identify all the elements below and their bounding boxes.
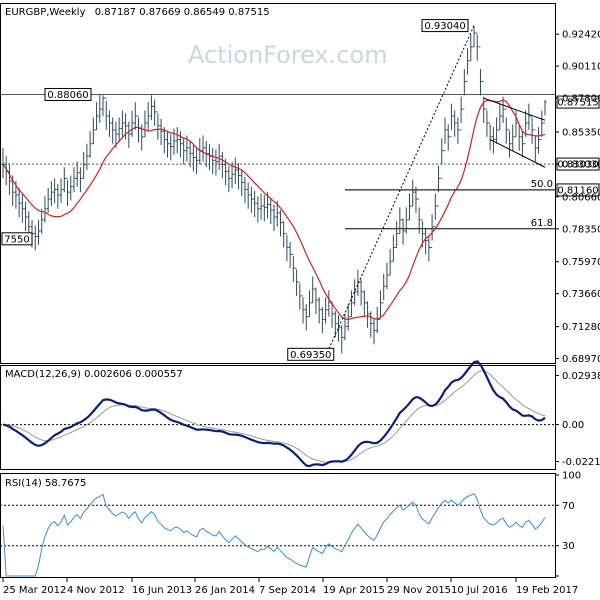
watermark: ActionForex.com bbox=[188, 41, 388, 69]
price-panel-frame bbox=[0, 3, 556, 364]
rsi-line bbox=[2, 493, 546, 577]
rsi-tick-label: 100 bbox=[562, 471, 581, 482]
label-0-8116-box bbox=[556, 183, 600, 197]
x-tick-label: 29 Nov 2015 bbox=[387, 585, 451, 596]
price-tick-label: 0.92420 bbox=[562, 30, 600, 41]
fib-618-label: 61.8 bbox=[531, 218, 553, 229]
label-0-8116: 0.81160 bbox=[557, 185, 598, 196]
macd-y-axis: 0.029387 0.00 -0.022161 bbox=[555, 371, 600, 468]
rsi-tick-label: 70 bbox=[562, 501, 575, 512]
macd-tick-label: -0.022161 bbox=[562, 457, 600, 468]
label-high-0-9304-box bbox=[421, 19, 469, 33]
label-last-price: 0.87515 bbox=[557, 98, 598, 109]
moving-average bbox=[2, 99, 546, 321]
symbol-label: EURGBP,Weekly bbox=[5, 7, 86, 18]
x-tick-label: 4 Nov 2012 bbox=[67, 585, 125, 596]
price-tick-label: 0.73660 bbox=[562, 289, 600, 300]
x-tick-label: 26 Jan 2014 bbox=[195, 585, 255, 596]
price-tick-label: 0.80660 bbox=[562, 192, 600, 203]
x-tick-label: 10 Jul 2016 bbox=[451, 585, 508, 596]
price-tick-label: 0.78350 bbox=[562, 224, 600, 235]
macd-tick-label: 0.00 bbox=[562, 420, 584, 431]
rsi-tick-label: 30 bbox=[562, 541, 575, 552]
rally-trendline bbox=[325, 25, 475, 357]
price-tick-label: 0.68970 bbox=[562, 354, 600, 365]
macd-panel-frame bbox=[0, 365, 556, 470]
label-0-8303: 0.83030 bbox=[557, 160, 598, 171]
x-tick-label: 19 Apr 2015 bbox=[323, 585, 385, 596]
price-levels: 50.0 61.8 bbox=[0, 93, 555, 230]
price-tick-label: 0.75970 bbox=[562, 257, 600, 268]
upper-wedge-line bbox=[483, 97, 546, 121]
x-tick-label: 16 Jun 2013 bbox=[132, 585, 192, 596]
label-left-7550-box bbox=[1, 232, 33, 246]
label-left-7550: 7550 bbox=[4, 234, 29, 245]
lower-wedge-line bbox=[489, 139, 546, 168]
price-tick-label: 0.71280 bbox=[562, 322, 600, 333]
x-tick-label: 25 Mar 2012 bbox=[3, 585, 66, 596]
fib-50-label: 50.0 bbox=[531, 179, 553, 190]
ohlc-label: 0.87187 0.87669 0.86549 0.87515 bbox=[95, 7, 270, 18]
price-y-axis: 0.92420 0.90110 0.87800 0.85350 0.83030 0.806… bbox=[555, 30, 600, 365]
macd-title: MACD(12,26,9) 0.002606 0.000557 bbox=[5, 369, 183, 380]
price-tick-label: 0.87800 bbox=[562, 94, 600, 105]
macd-line bbox=[2, 360, 546, 468]
ma-line bbox=[2, 99, 546, 321]
x-axis: 25 Mar 2012 4 Nov 2012 16 Jun 2013 26 Jan 2… bbox=[2, 578, 578, 596]
price-tick-label: 0.90110 bbox=[562, 62, 600, 73]
chart-title: EURGBP,Weekly 0.87187 0.87669 0.86549 0.… bbox=[5, 7, 270, 18]
price-tick-label: 0.83030 bbox=[562, 160, 600, 171]
label-0-8806-box bbox=[44, 87, 92, 101]
label-low-0-6935: 0.69350 bbox=[290, 350, 331, 361]
label-high-0-9304: 0.93040 bbox=[424, 21, 465, 32]
x-tick-label: 19 Feb 2017 bbox=[516, 585, 578, 596]
label-low-0-6935-box bbox=[287, 347, 335, 361]
macd-lines bbox=[0, 360, 555, 468]
price-labels: 0.93040 0.69350 7550 0.88060 0.87515 0.83030 0… bbox=[1, 19, 600, 361]
rsi-title: RSI(14) 58.7675 bbox=[5, 478, 86, 489]
label-last-price-box bbox=[556, 95, 600, 109]
price-bars bbox=[1, 25, 547, 354]
label-0-8806: 0.88060 bbox=[47, 90, 88, 101]
rsi-y-axis: 100 70 30 bbox=[555, 471, 581, 577]
rsi-lines bbox=[0, 493, 555, 577]
rsi-panel-frame bbox=[0, 473, 556, 578]
macd-tick-label: 0.029387 bbox=[562, 371, 600, 382]
x-tick-label: 7 Sep 2014 bbox=[259, 585, 316, 596]
trendlines bbox=[325, 25, 546, 357]
signal-line bbox=[2, 370, 546, 463]
price-tick-label: 0.85350 bbox=[562, 127, 600, 138]
